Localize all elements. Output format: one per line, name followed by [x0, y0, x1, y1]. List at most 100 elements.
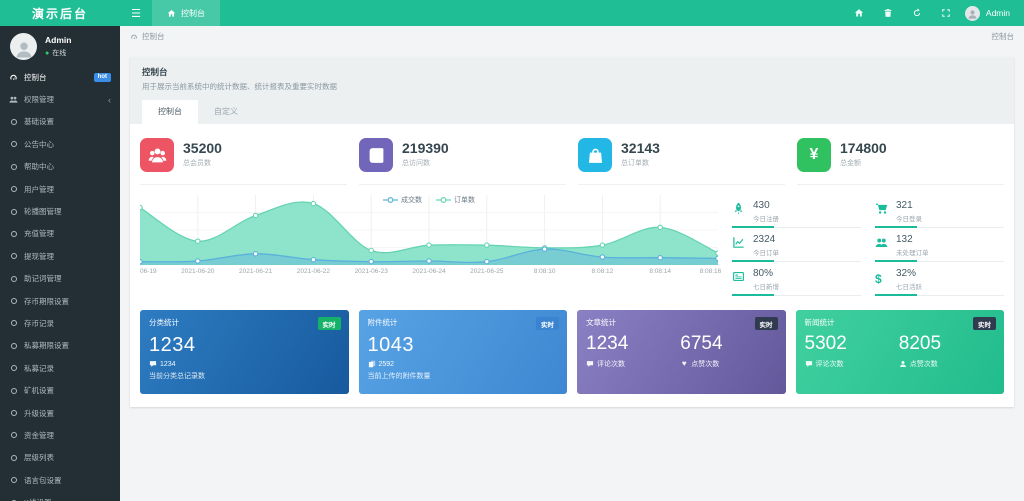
stat-label: 总会员数	[183, 160, 211, 168]
card-value: 1234	[149, 334, 196, 356]
sidebar-item-16[interactable]: 资金管理	[0, 424, 120, 446]
circle-icon	[9, 162, 18, 171]
hamburger-icon[interactable]: ☰	[131, 7, 141, 20]
hot-badge: hot	[93, 72, 111, 82]
legend-item[interactable]: 成交数	[383, 195, 422, 205]
stat-tile-3: ¥ 174800 总金额	[797, 135, 1004, 185]
stat-label: 总金额	[840, 160, 861, 168]
circle-icon	[9, 252, 18, 261]
topbar-user-menu[interactable]: Admin	[964, 0, 1024, 26]
realtime-badge: 实时	[536, 317, 559, 330]
sidebar: Admin ● 在线 控制台 hot 权限管理 ‹ 基础设置 公告中心 帮助中心 用户管理 轮播…	[0, 26, 120, 501]
stat-tiles: 35200 总会员数 219390 总访问数 32143 总订单数 ¥ 1748…	[140, 135, 1004, 185]
stat-icon-wrap: ¥	[797, 138, 831, 172]
x-tick-label: 2021-06-20	[181, 268, 215, 275]
mini-stat-3: 132 未处理订单	[875, 229, 1004, 263]
x-tick-label: 2021-06-22	[296, 268, 331, 275]
tab-1[interactable]: 自定义	[214, 107, 238, 116]
circle-icon	[9, 409, 18, 418]
stat-label: 总访问数	[402, 160, 430, 168]
sidebar-item-12[interactable]: 私募期限设置	[0, 335, 120, 357]
x-tick-label: 2021-06-25	[470, 268, 504, 275]
sidebar-item-label: 升级设置	[24, 408, 54, 418]
x-tick-label: 2021-06-23	[354, 268, 388, 275]
sidebar-item-13[interactable]: 私募记录	[0, 357, 120, 379]
mini-stat-label: 七日新增	[753, 283, 779, 291]
card-sub-label: 当前分类总记录数	[149, 372, 205, 380]
dollar-icon: $	[875, 272, 882, 286]
sidebar-item-label: 提现管理	[24, 251, 54, 261]
topbar-tab-console[interactable]: 控制台	[152, 0, 220, 26]
card-metric-value: 8205	[898, 333, 942, 354]
sidebar-item-10[interactable]: 存币期限设置	[0, 290, 120, 312]
card-metric-value: 5302	[804, 333, 847, 354]
heart-icon: ♥	[681, 358, 687, 368]
circle-icon	[9, 364, 18, 373]
sidebar-item-14[interactable]: 矿机设置	[0, 379, 120, 401]
topbar-username: Admin	[985, 8, 1010, 18]
book-icon	[367, 146, 386, 165]
x-tick-label: 06-19	[140, 268, 157, 275]
sidebar-item-7[interactable]: 充值管理	[0, 223, 120, 245]
sidebar-user-panel: Admin ● 在线	[0, 26, 120, 66]
mini-stat-label: 今日注册	[753, 215, 779, 223]
mini-stat-divider	[732, 260, 861, 262]
circle-icon	[9, 185, 18, 194]
realtime-badge: 实时	[973, 317, 996, 330]
home-icon[interactable]	[854, 8, 864, 18]
mini-stat-5: $ 32% 七日活跃	[875, 263, 1004, 297]
mini-stat-value: 132	[896, 234, 913, 245]
sidebar-item-19[interactable]: K线设置	[0, 491, 120, 501]
sidebar-item-label: 资金管理	[24, 430, 54, 440]
bag-icon	[586, 146, 605, 165]
sidebar-item-18[interactable]: 语言包设置	[0, 469, 120, 491]
mini-stat-value: 32%	[896, 268, 917, 279]
card-metric-label: 评论次数	[597, 360, 625, 368]
sidebar-item-9[interactable]: 助记词管理	[0, 268, 120, 290]
app-logo[interactable]: 演示后台	[31, 6, 88, 21]
chevron-left-icon: ‹	[108, 94, 111, 105]
sidebar-item-17[interactable]: 层级列表	[0, 447, 120, 469]
refresh-icon[interactable]	[912, 8, 922, 18]
sidebar-item-1[interactable]: 权限管理 ‹	[0, 88, 120, 110]
topbar-actions	[854, 0, 965, 26]
mini-stat-value: 2324	[753, 234, 776, 245]
breadcrumb-console-link[interactable]: 控制台	[130, 31, 165, 42]
card-metric: 8205 点赞次数	[899, 333, 941, 369]
sidebar-item-11[interactable]: 存币记录	[0, 312, 120, 334]
stat-icon-wrap	[140, 138, 174, 172]
sidebar-item-8[interactable]: 提现管理	[0, 245, 120, 267]
sidebar-item-15[interactable]: 升级设置	[0, 402, 120, 424]
trash-icon[interactable]	[883, 8, 893, 18]
tab-0[interactable]: 控制台	[142, 100, 198, 124]
sidebar-item-label: 层级列表	[24, 453, 54, 463]
sidebar-item-label: 私募记录	[24, 363, 54, 373]
comment-icon	[586, 360, 594, 368]
sidebar-item-4[interactable]: 帮助中心	[0, 156, 120, 178]
users-icon	[9, 95, 18, 104]
fullscreen-icon[interactable]	[941, 8, 951, 18]
panel-header: 控制台 用于展示当前系统中的统计数据、统计报表及重要实时数据 控制台 自定义	[130, 57, 1014, 124]
sidebar-item-label: 语言包设置	[24, 475, 62, 485]
legend-item[interactable]: 订单数	[436, 195, 475, 205]
comment-icon	[805, 360, 813, 368]
x-tick-label: 2021-06-24	[412, 268, 446, 275]
sidebar-item-0[interactable]: 控制台 hot	[0, 66, 120, 88]
sidebar-item-3[interactable]: 公告中心	[0, 133, 120, 155]
x-tick-label: 2021-06-21	[238, 268, 273, 275]
stat-value: 32143	[621, 140, 660, 156]
summary-card-2: 文章统计 实时 1234 评论次数 6754 ♥ 点赞次数	[577, 310, 786, 394]
mini-stat-value: 321	[896, 200, 913, 211]
chart-row: 成交数 订单数 06-19 2021-06-20 2021-06-21 2021-06-2…	[140, 195, 1004, 297]
sidebar-item-6[interactable]: 轮播图管理	[0, 200, 120, 222]
circle-icon	[9, 117, 18, 126]
circle-icon	[9, 140, 18, 149]
files-icon	[368, 360, 376, 368]
cart-icon	[875, 202, 888, 215]
sidebar-item-label: K线设置	[24, 497, 52, 501]
sidebar-item-5[interactable]: 用户管理	[0, 178, 120, 200]
sidebar-item-2[interactable]: 基础设置	[0, 111, 120, 133]
circle-icon	[9, 453, 18, 462]
sidebar-item-label: 充值管理	[24, 229, 54, 239]
stat-value: 174800	[840, 140, 887, 156]
